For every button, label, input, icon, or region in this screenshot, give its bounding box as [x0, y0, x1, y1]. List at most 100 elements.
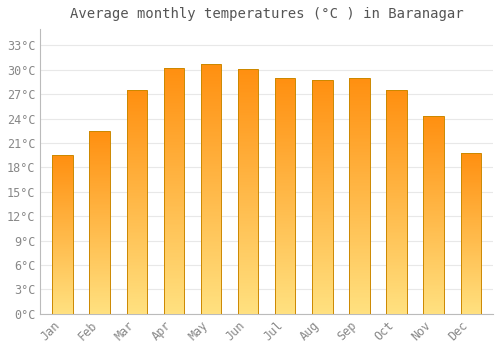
Bar	[164, 137, 184, 139]
Bar	[90, 242, 110, 243]
Bar	[350, 268, 370, 270]
Bar	[424, 290, 444, 292]
Bar	[350, 213, 370, 215]
Bar	[238, 142, 258, 144]
Bar	[312, 258, 332, 259]
Bar	[386, 272, 407, 274]
Bar	[386, 160, 407, 162]
Bar	[424, 274, 444, 276]
Bar	[52, 251, 73, 253]
Bar	[350, 209, 370, 210]
Bar	[238, 74, 258, 76]
Bar	[126, 292, 147, 293]
Bar	[350, 131, 370, 133]
Bar	[164, 145, 184, 147]
Bar	[52, 278, 73, 279]
Bar	[238, 164, 258, 165]
Bar	[201, 192, 221, 194]
Bar	[312, 170, 332, 172]
Bar	[350, 260, 370, 262]
Bar	[424, 272, 444, 273]
Bar	[52, 167, 73, 168]
Bar	[312, 105, 332, 106]
Bar	[90, 138, 110, 139]
Bar	[275, 141, 295, 142]
Bar	[312, 162, 332, 164]
Bar	[386, 205, 407, 206]
Bar	[386, 201, 407, 202]
Bar	[126, 181, 147, 183]
Bar	[238, 211, 258, 213]
Bar	[424, 162, 444, 163]
Bar	[386, 154, 407, 156]
Bar	[238, 80, 258, 82]
Bar	[126, 189, 147, 190]
Bar	[386, 236, 407, 238]
Bar	[238, 102, 258, 103]
Bar	[275, 231, 295, 232]
Bar	[275, 122, 295, 124]
Bar	[350, 125, 370, 127]
Bar	[126, 108, 147, 110]
Bar	[238, 216, 258, 218]
Bar	[350, 100, 370, 101]
Bar	[386, 106, 407, 108]
Bar	[90, 307, 110, 308]
Bar	[275, 251, 295, 253]
Bar	[386, 313, 407, 314]
Bar	[164, 139, 184, 140]
Bar	[312, 180, 332, 181]
Bar	[201, 147, 221, 149]
Bar	[424, 170, 444, 172]
Bar	[90, 158, 110, 159]
Bar	[52, 308, 73, 309]
Bar	[126, 275, 147, 276]
Bar	[460, 153, 481, 314]
Bar	[164, 224, 184, 225]
Bar	[164, 173, 184, 175]
Bar	[312, 214, 332, 216]
Bar	[312, 312, 332, 314]
Bar	[460, 289, 481, 290]
Bar	[350, 111, 370, 112]
Bar	[275, 196, 295, 197]
Bar	[460, 174, 481, 175]
Bar	[275, 210, 295, 212]
Bar	[386, 93, 407, 95]
Bar	[350, 90, 370, 92]
Bar	[460, 251, 481, 252]
Bar	[238, 82, 258, 84]
Bar	[460, 195, 481, 196]
Bar	[164, 253, 184, 255]
Bar	[238, 190, 258, 191]
Bar	[460, 230, 481, 231]
Bar	[52, 240, 73, 241]
Bar	[460, 270, 481, 271]
Bar	[90, 231, 110, 232]
Bar	[386, 211, 407, 212]
Bar	[52, 264, 73, 265]
Bar	[164, 312, 184, 314]
Bar	[164, 307, 184, 309]
Bar	[350, 229, 370, 231]
Bar	[275, 301, 295, 303]
Bar	[164, 261, 184, 263]
Bar	[275, 256, 295, 257]
Bar	[90, 149, 110, 150]
Bar	[350, 122, 370, 124]
Bar	[460, 287, 481, 288]
Bar	[460, 297, 481, 298]
Bar	[90, 305, 110, 307]
Bar	[386, 172, 407, 174]
Bar	[164, 270, 184, 271]
Bar	[312, 112, 332, 114]
Bar	[238, 298, 258, 299]
Bar	[386, 135, 407, 136]
Bar	[275, 248, 295, 250]
Bar	[126, 174, 147, 175]
Bar	[275, 111, 295, 112]
Bar	[386, 288, 407, 290]
Bar	[238, 276, 258, 278]
Bar	[238, 160, 258, 162]
Bar	[201, 242, 221, 244]
